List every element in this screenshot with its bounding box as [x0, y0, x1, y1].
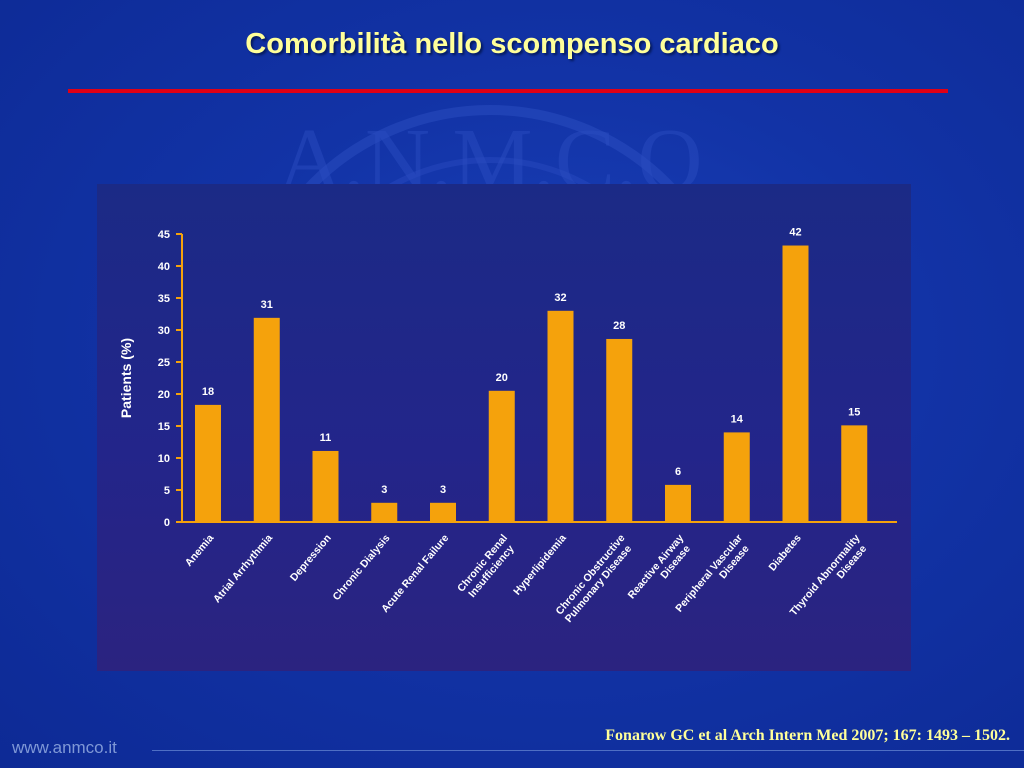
y-tick-label: 10: [158, 453, 170, 465]
bar: [547, 310, 574, 522]
y-tick-label: 0: [164, 517, 170, 529]
bar: [488, 390, 515, 522]
category-label: Depression: [288, 532, 334, 584]
bar-value-label: 14: [731, 413, 744, 425]
category-label: Chronic ObstructivePulmonary Disease: [553, 532, 636, 625]
bar-value-label: 15: [848, 406, 860, 418]
bar-value-label: 31: [261, 299, 273, 311]
y-tick-label: 40: [158, 261, 170, 273]
bar-value-label: 42: [789, 227, 801, 239]
citation: Fonarow GC et al Arch Intern Med 2007; 1…: [605, 727, 1010, 744]
y-tick-label: 45: [158, 229, 170, 241]
bar-value-label: 28: [613, 320, 625, 332]
bar: [253, 317, 280, 522]
comorbidity-bar-chart: Patients (%)05101520253035404518Anemia31…: [118, 227, 897, 626]
bar-value-label: 6: [675, 466, 681, 478]
y-tick-label: 20: [158, 389, 170, 401]
bar: [371, 502, 398, 522]
bar: [665, 484, 691, 522]
bar: [723, 432, 750, 522]
slide-title: Comorbilità nello scompenso cardiaco: [245, 28, 779, 60]
y-tick-label: 15: [158, 421, 170, 433]
bar-value-label: 3: [381, 484, 387, 496]
bar: [430, 502, 456, 522]
bar-value-label: 32: [554, 292, 566, 304]
bar: [606, 338, 633, 522]
bar: [841, 425, 868, 522]
category-label: Hyperlipidemia: [511, 532, 569, 597]
y-tick-label: 35: [158, 293, 170, 305]
y-tick-label: 25: [158, 357, 170, 369]
bar-value-label: 18: [202, 386, 214, 398]
category-label: Chronic RenalInsufficiency: [455, 532, 519, 602]
bar-value-label: 11: [320, 432, 332, 444]
y-tick-label: 5: [164, 485, 170, 497]
bar-value-label: 20: [496, 372, 508, 384]
y-axis-label: Patients (%): [118, 338, 134, 418]
y-tick-label: 30: [158, 325, 170, 337]
footer-url[interactable]: www.anmco.it: [12, 738, 117, 757]
category-label: Atrial Arrhythmia: [211, 532, 275, 605]
bar: [312, 450, 339, 522]
category-label: Thyroid AbnormalityDisease: [788, 532, 872, 626]
bar: [195, 404, 221, 522]
category-label: Acute Renal Failure: [379, 532, 451, 615]
chart-panel: Patients (%) 0 5 10 15 20 25 30 35 40 45 18 Anemia 31…: [97, 184, 911, 671]
category-label: Chronic Dialysis: [330, 532, 392, 603]
bar: [782, 245, 809, 522]
title-divider: [68, 89, 948, 93]
bar-value-label: 3: [440, 484, 446, 496]
category-label: Diabetes: [766, 532, 803, 573]
category-label: Anemia: [183, 532, 217, 569]
footer-divider: [152, 750, 1024, 751]
